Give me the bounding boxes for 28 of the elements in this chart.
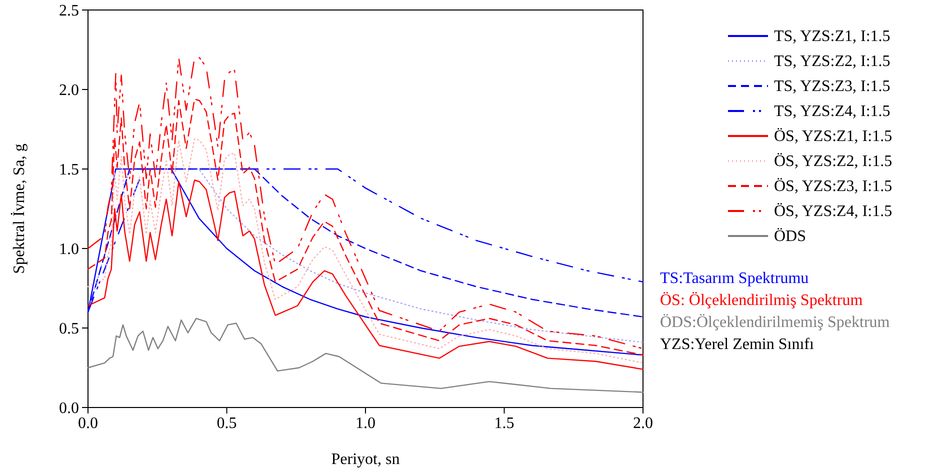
x-tick-label: 0.5 [216,414,237,432]
x-axis-title: Periyot, sn [331,451,400,468]
text: ÖS: Ölçeklendirilmiş Spektrum [660,292,864,309]
legend-label: ÖS, YZS:Z3, I:1.5 [774,178,892,195]
text: ÖDS:Ölçeklendirilmemiş Spektrum [660,314,890,331]
y-tick-label: 2.5 [59,2,79,20]
legend-label: TS, YZS:Z2, I:1.5 [774,53,890,70]
y-tick-label: 0.0 [59,400,79,418]
y-tick-label: 1.0 [59,241,79,258]
line-series [87,318,644,393]
legend-label: ÖS, YZS:Z1, I:1.5 [774,128,892,145]
y-tick-label: 0.5 [59,320,79,338]
text: TS:Tasarım Spektrumu [660,270,809,287]
x-tick-label: 1.0 [356,414,376,432]
y-tick-label: 2.0 [59,82,79,100]
line-series [87,138,644,364]
x-tick-label: 1.5 [494,414,514,432]
y-axis-title: Spektral İvme, Sa, g [10,144,28,274]
legend-label: TS, YZS:Z3, I:1.5 [774,78,890,95]
text: YZS:Yerel Zemin Sınıfı [660,336,814,353]
legend-label: TS, YZS:Z1, I:1.5 [774,28,890,45]
y-tick-label: 1.5 [59,162,79,179]
legend-label: ÖS, YZS:Z2, I:1.5 [774,153,892,170]
x-tick-label: 0.0 [78,414,98,432]
legend-label: ÖS, YZS:Z4, I:1.5 [774,203,892,220]
x-tick-label: 2.0 [633,414,653,432]
legend-label: TS, YZS:Z4, I:1.5 [774,103,890,120]
legend-label: ÖDS [774,228,806,245]
